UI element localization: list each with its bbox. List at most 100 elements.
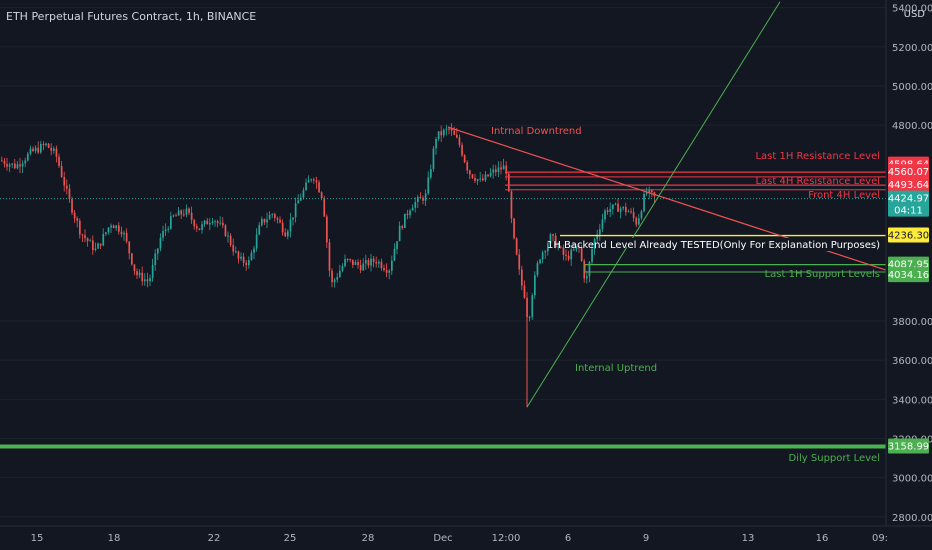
candle-body bbox=[552, 234, 554, 236]
candle-body bbox=[562, 247, 565, 255]
candle-body bbox=[253, 248, 255, 253]
x-tick-label: 22 bbox=[208, 533, 221, 544]
candle-body bbox=[138, 272, 141, 276]
candle-body bbox=[172, 215, 175, 217]
candle-body bbox=[268, 214, 271, 220]
candle-body bbox=[320, 192, 323, 198]
candle-body bbox=[237, 251, 240, 259]
candle-body bbox=[294, 203, 297, 218]
x-tick-label: 6 bbox=[565, 533, 571, 544]
candle-body bbox=[34, 147, 37, 152]
candle-body bbox=[167, 228, 170, 230]
candle-body bbox=[640, 211, 643, 219]
candle-body bbox=[99, 243, 102, 246]
candle-body bbox=[406, 213, 409, 216]
candle-body bbox=[125, 232, 128, 242]
candle-body bbox=[479, 178, 482, 180]
time-axis[interactable]: 15 18 22 25 28 Dec 12:00 6 9 13 16 09: bbox=[31, 533, 888, 544]
candle-body bbox=[409, 210, 411, 216]
candle-body bbox=[510, 191, 513, 219]
candle-body bbox=[435, 139, 437, 149]
candle-body bbox=[593, 239, 596, 250]
candle-body bbox=[536, 263, 539, 276]
candle-body bbox=[40, 143, 42, 153]
candle-body bbox=[580, 246, 583, 261]
candle-body bbox=[159, 237, 162, 249]
candle-body bbox=[261, 218, 263, 226]
candle-body bbox=[482, 178, 484, 181]
candle-body bbox=[346, 258, 349, 260]
candle-body bbox=[599, 229, 601, 235]
x-tick-label: Dec bbox=[433, 533, 452, 544]
candle-body bbox=[120, 231, 123, 235]
candle-body bbox=[131, 253, 133, 265]
candle-body bbox=[370, 258, 372, 266]
candle-body bbox=[196, 226, 198, 229]
candle-body bbox=[372, 258, 375, 262]
candle-body bbox=[518, 254, 521, 270]
candle-body bbox=[651, 189, 653, 193]
candle-body bbox=[645, 192, 648, 194]
candle-body bbox=[112, 225, 115, 229]
candle-body bbox=[115, 225, 118, 229]
candle-body bbox=[365, 260, 367, 264]
candle-body bbox=[229, 235, 232, 245]
candle-body bbox=[547, 243, 549, 252]
y-tick-label: 3600.00 bbox=[892, 356, 932, 367]
candle-body bbox=[310, 179, 313, 181]
candle-body bbox=[55, 148, 58, 157]
candle-body bbox=[401, 225, 404, 228]
candle-body bbox=[349, 258, 352, 260]
candle-body bbox=[565, 254, 567, 256]
candle-body bbox=[544, 251, 547, 253]
currency-label[interactable]: USD bbox=[903, 9, 925, 20]
candle-body bbox=[193, 219, 196, 227]
candle-body bbox=[185, 208, 188, 215]
candle-body bbox=[97, 243, 99, 249]
candle-body bbox=[21, 163, 24, 167]
label-front-4h: Front 4H Level bbox=[808, 190, 880, 201]
candle-body bbox=[609, 208, 612, 212]
price-tag-bg bbox=[888, 190, 929, 217]
candle-body bbox=[245, 262, 248, 266]
candle-body bbox=[422, 197, 424, 201]
candle-body bbox=[549, 234, 552, 244]
candle-body bbox=[6, 164, 8, 167]
candle-body bbox=[315, 180, 318, 183]
candle-body bbox=[484, 174, 487, 181]
candle-body bbox=[474, 177, 476, 181]
candle-body bbox=[149, 278, 151, 282]
candle-body bbox=[557, 246, 560, 248]
candle-body bbox=[133, 264, 136, 272]
x-tick-label: 15 bbox=[31, 533, 44, 544]
candle-body bbox=[388, 270, 391, 273]
candle-body bbox=[157, 248, 159, 254]
candle-body bbox=[222, 222, 224, 226]
candle-body bbox=[521, 269, 523, 286]
candle-body bbox=[58, 156, 60, 167]
candle-body bbox=[274, 214, 276, 218]
candle-body bbox=[632, 212, 635, 218]
candle-body bbox=[84, 235, 86, 239]
candle-body bbox=[198, 228, 201, 230]
price-tag-label: 4236.30 bbox=[888, 231, 929, 242]
candle-body bbox=[500, 167, 502, 170]
candle-body bbox=[445, 128, 448, 130]
candle-body bbox=[578, 246, 580, 248]
candle-body bbox=[102, 234, 105, 246]
x-tick-label: 28 bbox=[362, 533, 375, 544]
candle-body bbox=[604, 210, 606, 220]
candle-body bbox=[450, 128, 453, 131]
candle-body bbox=[513, 218, 515, 239]
candle-body bbox=[622, 206, 625, 209]
price-tag-label: 3158.99 bbox=[888, 442, 929, 453]
candle-body bbox=[352, 259, 354, 265]
candle-body bbox=[417, 196, 419, 203]
candle-body bbox=[378, 261, 380, 264]
candle-body bbox=[279, 219, 281, 223]
candle-body bbox=[391, 260, 393, 271]
candle-body bbox=[432, 148, 435, 170]
candle-body bbox=[323, 197, 326, 217]
candle-body bbox=[583, 260, 586, 279]
